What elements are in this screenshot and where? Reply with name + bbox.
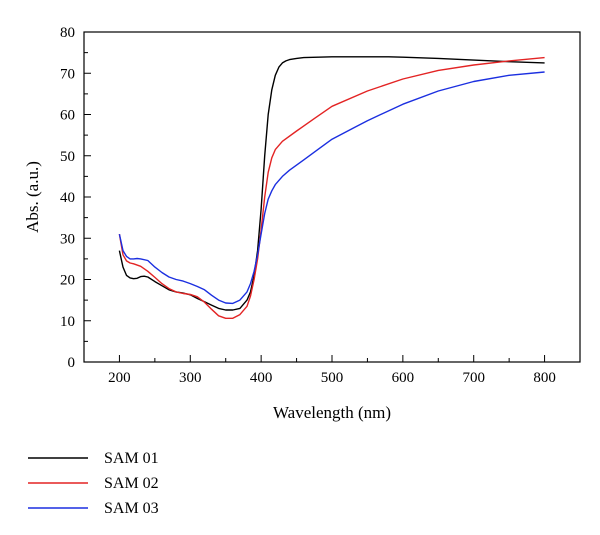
x-tick-label: 600 xyxy=(392,370,415,386)
x-tick-label: 500 xyxy=(321,370,344,386)
y-tick-label: 30 xyxy=(60,231,75,247)
y-tick-label: 70 xyxy=(60,66,75,82)
tick-labels: 200 300 400 500 600 700 800 0 10 20 30 40 50 60 70 80 xyxy=(60,25,556,386)
plot-frame xyxy=(83,31,581,363)
series-line-3 xyxy=(118,71,545,305)
series-line-2 xyxy=(118,56,545,319)
legend-label: SAM 02 xyxy=(104,475,159,492)
y-tick-label: 20 xyxy=(60,273,75,289)
series-lines xyxy=(118,56,545,319)
x-tick-label: 800 xyxy=(533,370,556,386)
x-tick-label: 200 xyxy=(108,370,131,386)
x-tick-label: 700 xyxy=(462,370,485,386)
y-tick-label: 40 xyxy=(60,190,75,206)
y-tick-label: 10 xyxy=(60,314,75,330)
y-tick-label: 80 xyxy=(60,25,75,41)
y-tick-label: 60 xyxy=(60,108,75,124)
axis-ticks xyxy=(83,31,581,363)
x-tick-label: 300 xyxy=(179,370,202,386)
x-tick-label: 400 xyxy=(250,370,273,386)
legend: SAM 01 SAM 02 SAM 03 xyxy=(28,450,159,517)
legend-label: SAM 03 xyxy=(104,500,159,517)
y-tick-label: 0 xyxy=(68,355,76,371)
x-axis-label: Wavelength (nm) xyxy=(273,403,391,422)
y-axis-label: Abs. (a.u.) xyxy=(23,161,42,233)
y-tick-label: 50 xyxy=(60,149,75,165)
legend-label: SAM 01 xyxy=(104,450,159,467)
series-line-1 xyxy=(118,56,545,311)
